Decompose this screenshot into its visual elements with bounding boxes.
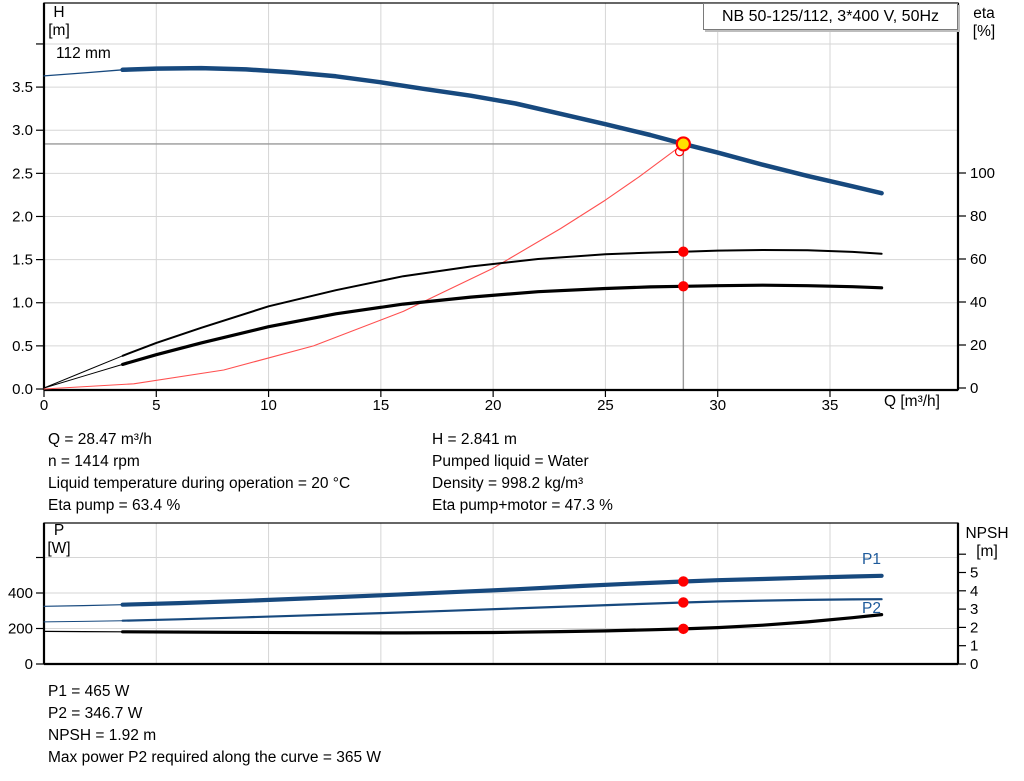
operating-point-text-left: Q = 28.47 m³/h n = 1414 rpm Liquid tempe… bbox=[48, 429, 350, 517]
op-density: Density = 998.2 kg/m³ bbox=[432, 475, 584, 492]
series-eta-pump bbox=[121, 249, 883, 357]
series-system-curve bbox=[43, 143, 684, 390]
svg-text:10: 10 bbox=[260, 397, 277, 414]
power-npsh-chart-markers bbox=[678, 576, 689, 635]
eta-axis-label: eta bbox=[973, 5, 995, 22]
result-npsh: NPSH = 1.92 m bbox=[48, 727, 157, 744]
series-h-curve-112mm bbox=[120, 65, 884, 196]
npsh-axis-title: NPSH [m] bbox=[958, 525, 1016, 561]
op-pumped-liquid: Pumped liquid = Water bbox=[432, 453, 589, 470]
qh-eta-chart-series bbox=[43, 65, 884, 390]
op-speed-value: n = 1414 rpm bbox=[48, 453, 140, 470]
svg-text:40: 40 bbox=[970, 294, 987, 311]
svg-text:1.0: 1.0 bbox=[12, 295, 33, 312]
qh-eta-chart: 0.0 0.5 1.0 1.5 2.0 2.5 3.0 3.5 0 20 40 60 80 100 0 5 10… bbox=[12, 2, 995, 414]
p2-curve-label: P2 bbox=[862, 600, 881, 617]
svg-text:2.0: 2.0 bbox=[12, 208, 33, 225]
series-eta-pump-motor-low-flow bbox=[43, 363, 124, 389]
svg-text:60: 60 bbox=[970, 251, 987, 268]
series-p1-curve bbox=[120, 573, 884, 607]
op-q-value: Q = 28.47 m³/h bbox=[48, 431, 152, 448]
svg-text:15: 15 bbox=[373, 397, 390, 414]
svg-text:1.5: 1.5 bbox=[12, 252, 33, 269]
qh-eta-chart-gridlines bbox=[44, 3, 958, 390]
operating-point-text-right: H = 2.841 m Pumped liquid = Water Densit… bbox=[432, 429, 613, 517]
h-axis-title: H [m] bbox=[40, 4, 78, 40]
svg-text:400: 400 bbox=[8, 585, 33, 602]
result-p2: P2 = 346.7 W bbox=[48, 705, 143, 722]
op-eta-pump-motor: Eta pump+motor = 47.3 % bbox=[432, 497, 613, 514]
curve-value-marker bbox=[678, 576, 689, 587]
result-max-power: Max power P2 required along the curve = … bbox=[48, 749, 382, 766]
qh-eta-chart-tick-labels: 0.0 0.5 1.0 1.5 2.0 2.5 3.0 3.5 0 20 40 60 80 100 0 5 10… bbox=[12, 43, 995, 414]
svg-text:1: 1 bbox=[970, 638, 978, 655]
series-p2-low-flow bbox=[43, 620, 124, 623]
svg-text:0: 0 bbox=[40, 397, 48, 414]
svg-text:0: 0 bbox=[970, 380, 978, 397]
series-npsh-curve bbox=[121, 613, 884, 635]
pump-title: NB 50-125/112, 3*400 V, 50Hz bbox=[721, 8, 940, 25]
p1-curve-label: P1 bbox=[862, 551, 881, 568]
svg-text:20: 20 bbox=[485, 397, 502, 414]
series-h-curve-low-flow bbox=[43, 69, 124, 77]
curve-value-marker bbox=[678, 623, 689, 635]
npsh-axis-label: NPSH bbox=[965, 525, 1009, 542]
power-npsh-chart-series bbox=[43, 573, 884, 635]
eta-axis-title: eta [%] bbox=[966, 5, 1002, 41]
svg-text:25: 25 bbox=[597, 397, 614, 414]
svg-text:3.0: 3.0 bbox=[12, 122, 33, 139]
svg-text:20: 20 bbox=[970, 337, 987, 354]
p-axis-unit: [W] bbox=[47, 540, 71, 557]
svg-text:2.5: 2.5 bbox=[12, 165, 33, 182]
svg-text:4: 4 bbox=[970, 583, 978, 600]
h-axis-unit: [m] bbox=[48, 22, 70, 39]
svg-text:35: 35 bbox=[822, 397, 839, 414]
svg-text:0: 0 bbox=[970, 656, 978, 673]
curve-value-marker bbox=[678, 597, 689, 608]
curve-value-marker bbox=[678, 281, 689, 292]
curve-value-marker bbox=[678, 246, 689, 257]
svg-text:5: 5 bbox=[152, 397, 160, 414]
pump-title-box: NB 50-125/112, 3*400 V, 50Hz bbox=[703, 3, 958, 30]
svg-text:5: 5 bbox=[970, 565, 978, 582]
svg-text:3: 3 bbox=[970, 601, 978, 618]
op-h-value: H = 2.841 m bbox=[432, 431, 517, 448]
series-eta-pump-motor bbox=[121, 283, 884, 366]
op-eta-pump: Eta pump = 63.4 % bbox=[48, 497, 181, 514]
impeller-diameter-label: 112 mm bbox=[56, 45, 111, 62]
svg-text:0.5: 0.5 bbox=[12, 338, 33, 355]
h-axis-label: H bbox=[53, 4, 65, 21]
series-p2-curve bbox=[121, 598, 883, 622]
duty-point-marker bbox=[675, 136, 691, 152]
svg-text:0: 0 bbox=[25, 656, 33, 673]
p-axis-title: P [W] bbox=[40, 522, 78, 558]
p-axis-label: P bbox=[53, 522, 65, 539]
q-axis-label: Q [m³/h] bbox=[884, 393, 940, 410]
qh-eta-chart-markers bbox=[674, 136, 691, 292]
eta-axis-unit: [%] bbox=[972, 23, 996, 40]
duty-point-reference-lines bbox=[44, 143, 685, 390]
result-p1: P1 = 465 W bbox=[48, 683, 130, 700]
series-p1-low-flow bbox=[43, 604, 124, 607]
series-eta-pump-low-flow bbox=[43, 355, 124, 389]
svg-text:2: 2 bbox=[970, 619, 978, 636]
npsh-axis-unit: [m] bbox=[976, 543, 998, 560]
svg-text:200: 200 bbox=[8, 621, 33, 638]
power-npsh-chart-gridlines bbox=[44, 523, 958, 664]
svg-text:3.5: 3.5 bbox=[12, 79, 33, 96]
svg-text:100: 100 bbox=[970, 165, 995, 182]
power-results-text: P1 = 465 W P2 = 346.7 W NPSH = 1.92 m Ma… bbox=[48, 681, 381, 769]
qh-eta-chart-frame bbox=[42, 2, 960, 392]
op-liquid-temperature: Liquid temperature during operation = 20… bbox=[48, 475, 351, 492]
svg-text:80: 80 bbox=[970, 208, 987, 225]
svg-text:0.0: 0.0 bbox=[12, 381, 33, 398]
svg-text:30: 30 bbox=[709, 397, 726, 414]
